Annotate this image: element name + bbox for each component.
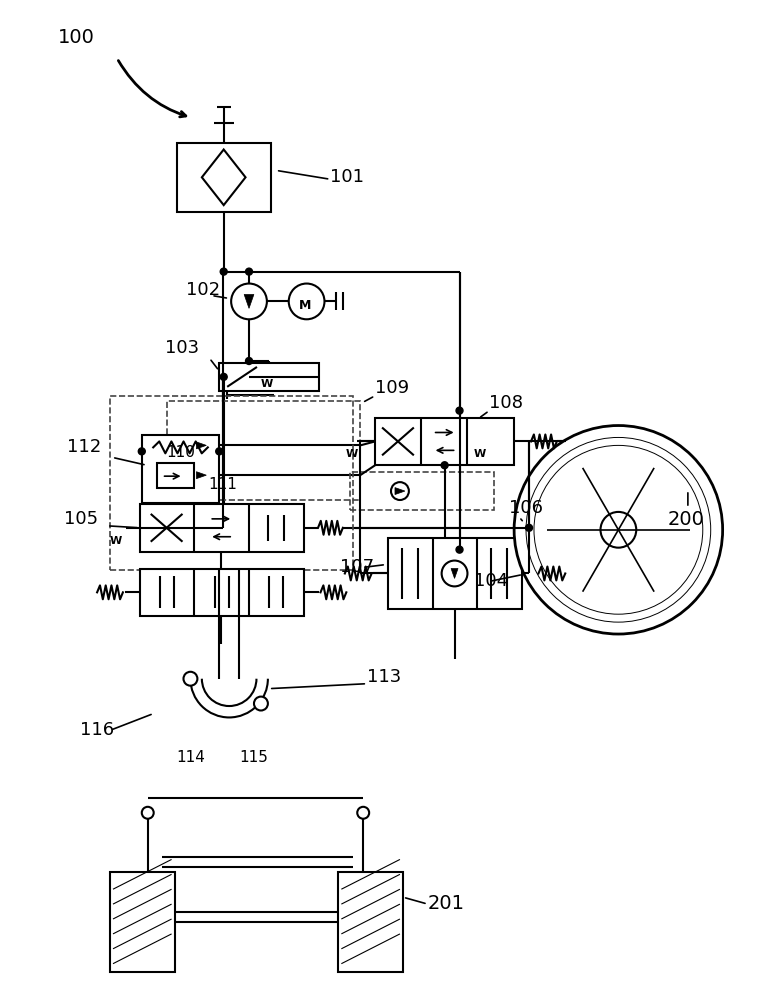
- Circle shape: [514, 426, 723, 634]
- Polygon shape: [451, 569, 458, 578]
- Bar: [176, 143, 271, 212]
- Bar: [350, 472, 494, 510]
- Circle shape: [191, 465, 211, 485]
- Circle shape: [183, 672, 197, 686]
- Polygon shape: [395, 488, 405, 495]
- Bar: [140, 569, 304, 616]
- Circle shape: [220, 268, 227, 275]
- Bar: [140, 504, 304, 552]
- Text: 106: 106: [509, 499, 543, 517]
- Text: 108: 108: [489, 394, 523, 412]
- Polygon shape: [244, 294, 254, 308]
- Polygon shape: [197, 472, 207, 479]
- Circle shape: [289, 284, 324, 319]
- Text: 113: 113: [367, 668, 402, 686]
- Text: M: M: [298, 299, 311, 312]
- Bar: [157, 463, 194, 488]
- Text: 111: 111: [208, 477, 237, 492]
- Circle shape: [456, 407, 463, 414]
- Text: W: W: [345, 449, 358, 459]
- Circle shape: [220, 373, 227, 380]
- Text: 201: 201: [428, 894, 465, 913]
- Circle shape: [456, 546, 463, 553]
- Text: 105: 105: [64, 510, 99, 528]
- Polygon shape: [197, 442, 207, 449]
- Circle shape: [142, 807, 153, 819]
- Bar: [338, 872, 403, 972]
- Text: 102: 102: [186, 281, 221, 299]
- Text: 116: 116: [80, 721, 114, 739]
- Circle shape: [139, 448, 146, 455]
- Circle shape: [246, 268, 252, 275]
- Circle shape: [246, 358, 252, 364]
- Text: 100: 100: [57, 28, 94, 47]
- Bar: [375, 418, 514, 465]
- Circle shape: [216, 448, 222, 455]
- Text: W: W: [474, 449, 485, 459]
- Bar: [142, 435, 219, 503]
- Text: 101: 101: [330, 168, 364, 186]
- Circle shape: [231, 284, 267, 319]
- Text: W: W: [261, 379, 273, 389]
- Circle shape: [357, 807, 369, 819]
- Circle shape: [191, 435, 211, 455]
- Bar: [110, 872, 175, 972]
- Bar: [167, 401, 360, 500]
- Text: 112: 112: [67, 438, 102, 456]
- Circle shape: [391, 482, 409, 500]
- Polygon shape: [202, 150, 246, 205]
- Text: 104: 104: [474, 572, 508, 590]
- Text: 107: 107: [341, 558, 374, 576]
- Circle shape: [525, 524, 532, 531]
- Bar: [110, 396, 353, 570]
- Circle shape: [534, 445, 703, 614]
- Text: 200: 200: [668, 510, 705, 529]
- Circle shape: [526, 437, 711, 622]
- Text: 103: 103: [164, 339, 199, 357]
- Circle shape: [254, 697, 268, 710]
- Text: 109: 109: [375, 379, 410, 397]
- Circle shape: [442, 561, 467, 586]
- Circle shape: [601, 512, 637, 548]
- Text: 115: 115: [239, 750, 268, 765]
- Bar: [219, 363, 319, 391]
- Text: 114: 114: [176, 750, 205, 765]
- Text: W: W: [110, 536, 122, 546]
- Bar: [388, 538, 522, 609]
- Text: 110: 110: [167, 445, 196, 460]
- Circle shape: [441, 462, 448, 469]
